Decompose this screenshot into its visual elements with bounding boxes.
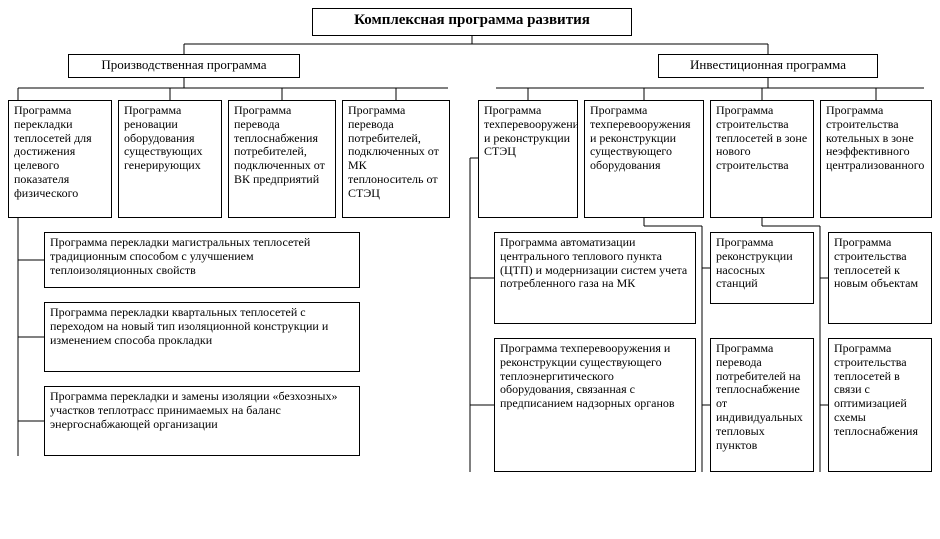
inv-subA-node: Программа техперевооружения и реконструк… — [494, 338, 696, 472]
level1-node: Производственная программа — [68, 54, 300, 78]
prod-sub-node: Программа перекладки квартальных теплосе… — [44, 302, 360, 372]
prod-row-node: Программа перевода теплоснабжения потреб… — [228, 100, 336, 218]
inv-subC-node: Программа строительства теплосетей в свя… — [828, 338, 932, 472]
prod-sub-node: Программа перекладки магистральных тепло… — [44, 232, 360, 288]
inv-subB-node: Программа реконструкции насосных станций — [710, 232, 814, 304]
inv-row-node: Программа техперевооружения и реконструк… — [584, 100, 704, 218]
level1-node: Инвестиционная программа — [658, 54, 878, 78]
root-node: Комплексная программа развития — [312, 8, 632, 36]
prod-row-node: Программа перевода потребителей, подключ… — [342, 100, 450, 218]
inv-row-node: Программа строительства теплосетей в зон… — [710, 100, 814, 218]
prod-row-node: Программа перекладки теплосетей для дост… — [8, 100, 112, 218]
prod-sub-node: Программа перекладки и замены изоляции «… — [44, 386, 360, 456]
inv-row-node: Программа техперевооружения и реконструк… — [478, 100, 578, 218]
diagram-canvas: Комплексная программа развития Производс… — [8, 8, 932, 531]
inv-subC-node: Программа строительства теплосетей к нов… — [828, 232, 932, 324]
prod-row-node: Программа реновации оборудования существ… — [118, 100, 222, 218]
inv-subB-node: Программа перевода потребителей на тепло… — [710, 338, 814, 472]
inv-subA-node: Программа автоматизации центрального теп… — [494, 232, 696, 324]
inv-row-node: Программа строительства котельных в зоне… — [820, 100, 932, 218]
